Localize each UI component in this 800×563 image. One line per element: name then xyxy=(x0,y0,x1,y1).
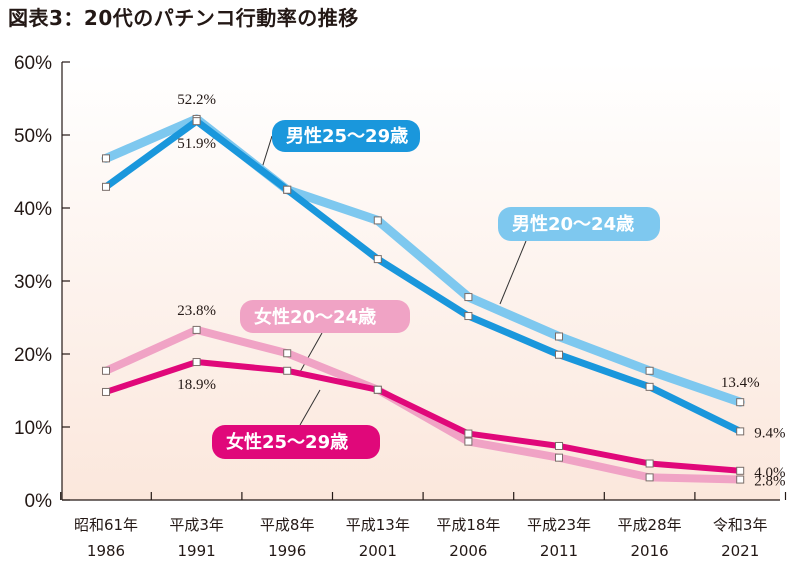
legend-label: 男性20〜24歳 xyxy=(512,213,634,235)
data-point-marker xyxy=(192,117,201,126)
series-markers xyxy=(102,114,745,484)
data-point-marker xyxy=(555,332,563,341)
series-line xyxy=(103,359,744,474)
x-tick-label-year: 1986 xyxy=(87,542,125,560)
data-label: 18.9% xyxy=(177,377,216,393)
x-tick-label: 平成13年 xyxy=(346,516,410,534)
data-point-marker xyxy=(283,185,292,194)
x-tick-label: 平成23年 xyxy=(527,516,591,534)
data-point-marker xyxy=(283,366,292,375)
data-point-marker xyxy=(192,325,201,334)
y-tick-label: 30% xyxy=(14,272,52,293)
data-point-marker xyxy=(373,385,382,394)
data-point-marker xyxy=(645,459,654,468)
x-tick-label-year: 2016 xyxy=(631,542,669,560)
legend-callout-line xyxy=(299,332,323,373)
legend-label: 女性25〜29歳 xyxy=(226,431,348,453)
x-tick-label-year: 1991 xyxy=(178,542,216,560)
x-tick-label: 平成3年 xyxy=(169,516,224,534)
data-point-marker xyxy=(464,437,473,446)
data-label: 4.0% xyxy=(754,465,785,481)
series-line xyxy=(102,117,744,435)
legend-pill xyxy=(212,425,380,459)
data-label: 52.2% xyxy=(177,92,216,108)
data-point-marker xyxy=(102,182,110,191)
data-point-marker xyxy=(102,154,110,163)
data-labels: 52.2% 13.4% 51.9% 9.4% 23.8% 2.8% 18.9% 4.0% xyxy=(177,92,785,490)
legend-label: 男性25〜29歳 xyxy=(286,125,408,147)
data-point-marker xyxy=(645,382,654,391)
data-point-marker xyxy=(736,427,745,436)
data-label: 51.9% xyxy=(177,136,216,152)
data-point-marker xyxy=(555,441,563,450)
y-tick-label: 10% xyxy=(14,418,52,439)
data-point-marker xyxy=(555,350,563,359)
legend-callout-line xyxy=(499,240,527,305)
data-point-marker xyxy=(736,466,745,475)
data-label: 9.4% xyxy=(754,425,785,441)
data-point-marker xyxy=(373,216,382,225)
y-tick-label: 0% xyxy=(25,491,53,512)
data-label: 23.8% xyxy=(177,303,216,319)
data-point-marker xyxy=(555,453,563,462)
data-point-marker xyxy=(736,475,745,484)
y-tick-label: 40% xyxy=(14,199,52,220)
x-tick-label-year: 2001 xyxy=(359,542,397,560)
legend-pill xyxy=(498,207,660,241)
data-point-marker xyxy=(373,255,382,264)
data-point-marker xyxy=(736,398,745,407)
x-tick-label-year: 2011 xyxy=(540,542,578,560)
data-point-marker xyxy=(464,429,473,438)
data-point-marker xyxy=(102,387,110,396)
data-point-marker xyxy=(645,473,654,482)
data-point-marker xyxy=(464,312,473,321)
tick-labels: 0% 10% 20% 30% 40% 50% 60% 昭和61年 1986 平成3年 1991 平成8… xyxy=(14,53,787,560)
chart-title: 図表3：20代のパチンコ行動率の推移 xyxy=(8,6,359,30)
legend-pill xyxy=(240,300,410,333)
x-tick-label-year: 2006 xyxy=(449,542,487,560)
data-label: 13.4% xyxy=(721,375,760,391)
x-tick-label: 平成8年 xyxy=(260,516,315,534)
data-point-marker xyxy=(464,293,473,302)
series-lines xyxy=(101,114,745,484)
legend-callout-line xyxy=(299,389,321,426)
legend-pill xyxy=(272,120,420,152)
y-tick-label: 50% xyxy=(14,126,52,147)
legend-callout-lines xyxy=(261,135,527,426)
data-point-marker xyxy=(192,358,201,367)
x-tick-label: 平成28年 xyxy=(618,516,682,534)
x-tick-label: 令和3年 xyxy=(713,516,768,534)
data-point-marker xyxy=(102,366,110,375)
y-tick-label: 20% xyxy=(14,345,52,366)
series-line xyxy=(102,325,745,484)
legend-label: 女性20〜24歳 xyxy=(254,306,376,328)
x-tick-label-year: 2021 xyxy=(721,542,759,560)
legend-callout-line xyxy=(261,135,273,169)
x-tick-label: 平成18年 xyxy=(436,516,500,534)
data-point-marker xyxy=(645,366,654,375)
x-tick-label: 昭和61年 xyxy=(74,516,138,534)
data-point-marker xyxy=(283,349,292,358)
y-tick-label: 60% xyxy=(14,53,52,74)
data-label: 2.8% xyxy=(754,474,785,490)
x-tick-label-year: 1996 xyxy=(268,542,306,560)
